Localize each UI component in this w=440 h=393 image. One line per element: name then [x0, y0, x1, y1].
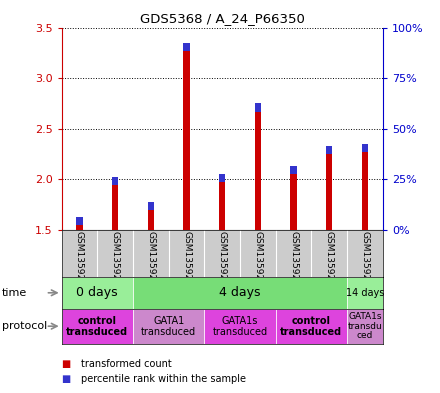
Text: 0 days: 0 days — [77, 286, 118, 299]
Text: GSM1359248: GSM1359248 — [110, 231, 120, 292]
Bar — [76, 217, 83, 225]
Text: GATA1s
transduced: GATA1s transduced — [213, 316, 268, 336]
Text: ■: ■ — [62, 374, 71, 384]
Text: 4 days: 4 days — [219, 286, 261, 299]
Bar — [347, 277, 383, 309]
Bar — [326, 146, 333, 154]
Text: control
transduced: control transduced — [280, 316, 342, 336]
Text: GSM1359245: GSM1359245 — [289, 231, 298, 292]
Bar — [183, 43, 190, 230]
Bar — [76, 217, 83, 230]
Text: GSM1359240: GSM1359240 — [147, 231, 155, 292]
Text: 14 days: 14 days — [346, 288, 384, 298]
Text: control
transduced: control transduced — [66, 316, 128, 336]
Text: protocol: protocol — [2, 321, 48, 331]
Text: GSM1359244: GSM1359244 — [360, 231, 370, 292]
Text: GSM1359243: GSM1359243 — [253, 231, 262, 292]
Title: GDS5368 / A_24_P66350: GDS5368 / A_24_P66350 — [140, 12, 304, 25]
Bar — [290, 166, 297, 174]
Bar — [62, 277, 133, 309]
Bar — [255, 103, 261, 230]
Text: GATA1
transduced: GATA1 transduced — [141, 316, 196, 336]
Bar — [62, 309, 133, 344]
Bar — [147, 202, 154, 209]
Bar — [112, 177, 118, 230]
Text: time: time — [2, 288, 27, 298]
Bar — [133, 309, 204, 344]
Text: transformed count: transformed count — [81, 358, 172, 369]
Bar — [290, 166, 297, 230]
Bar — [219, 174, 225, 182]
Bar — [204, 309, 276, 344]
Bar — [347, 309, 383, 344]
Text: GATA1s
transdu
ced: GATA1s transdu ced — [348, 312, 382, 340]
Bar — [133, 277, 347, 309]
Bar — [326, 146, 333, 230]
Bar — [362, 144, 368, 230]
Bar — [147, 202, 154, 230]
Text: GSM1359247: GSM1359247 — [75, 231, 84, 292]
Text: GSM1359242: GSM1359242 — [218, 231, 227, 292]
Text: GSM1359246: GSM1359246 — [325, 231, 334, 292]
Bar — [362, 144, 368, 152]
Bar — [255, 103, 261, 112]
Text: GSM1359241: GSM1359241 — [182, 231, 191, 292]
Bar — [276, 309, 347, 344]
Text: ■: ■ — [62, 358, 71, 369]
Bar — [183, 43, 190, 51]
Bar — [112, 177, 118, 185]
Bar — [219, 174, 225, 230]
Text: percentile rank within the sample: percentile rank within the sample — [81, 374, 246, 384]
